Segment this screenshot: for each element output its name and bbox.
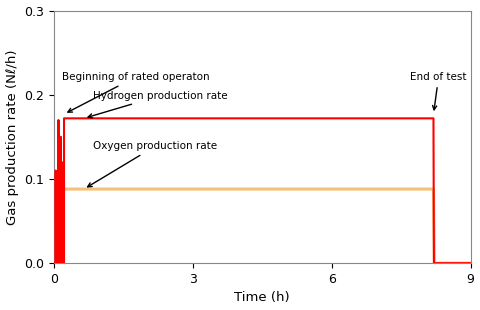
Y-axis label: Gas production rate (Nℓ/h): Gas production rate (Nℓ/h) xyxy=(6,49,19,225)
Text: Oxygen production rate: Oxygen production rate xyxy=(88,141,217,187)
Text: End of test: End of test xyxy=(410,72,467,110)
Text: Beginning of rated operaton: Beginning of rated operaton xyxy=(62,72,209,112)
Text: Hydrogen production rate: Hydrogen production rate xyxy=(88,91,228,118)
X-axis label: Time (h): Time (h) xyxy=(234,291,290,304)
